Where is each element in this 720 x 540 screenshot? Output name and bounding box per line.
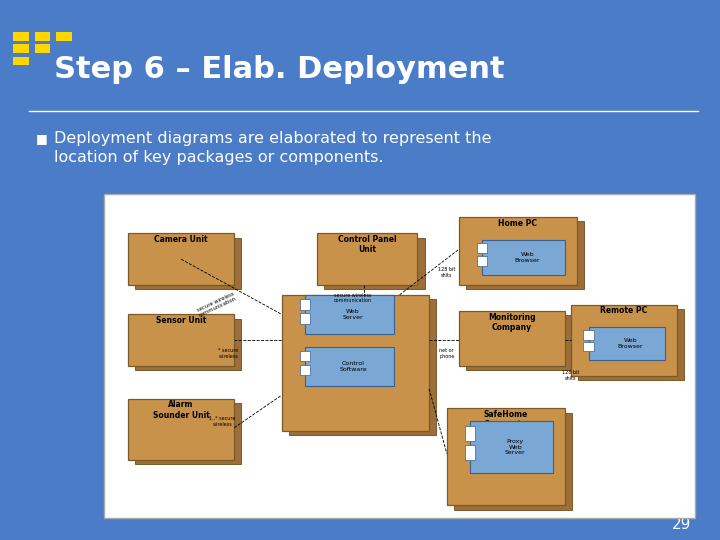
FancyBboxPatch shape: [35, 32, 50, 40]
FancyBboxPatch shape: [282, 295, 429, 431]
FancyBboxPatch shape: [305, 295, 394, 334]
FancyBboxPatch shape: [477, 256, 487, 266]
FancyBboxPatch shape: [583, 330, 593, 340]
FancyBboxPatch shape: [571, 305, 677, 376]
Text: ■: ■: [36, 132, 48, 145]
Text: Web
Browser: Web Browser: [514, 252, 540, 263]
Text: Alarm
Sounder Unit: Alarm Sounder Unit: [153, 400, 210, 420]
FancyBboxPatch shape: [13, 44, 29, 53]
FancyBboxPatch shape: [465, 445, 475, 460]
FancyBboxPatch shape: [13, 57, 29, 65]
Text: 29: 29: [672, 517, 691, 532]
Text: Step 6 – Elab. Deployment: Step 6 – Elab. Deployment: [54, 55, 505, 84]
Text: Control Panel
Unit: Control Panel Unit: [338, 235, 397, 254]
Text: Central Processor: Central Processor: [317, 296, 394, 306]
Text: net or
phone: net or phone: [439, 348, 454, 359]
Text: 1..* secure
wireless: 1..* secure wireless: [210, 416, 235, 427]
FancyBboxPatch shape: [466, 221, 584, 289]
FancyBboxPatch shape: [135, 319, 241, 370]
FancyBboxPatch shape: [305, 347, 394, 386]
Text: Camera Unit: Camera Unit: [154, 235, 208, 244]
Text: Proxy
Web
Server: Proxy Web Server: [505, 439, 526, 455]
FancyBboxPatch shape: [578, 309, 684, 380]
Text: Remote PC: Remote PC: [600, 306, 647, 315]
FancyBboxPatch shape: [465, 427, 475, 441]
FancyBboxPatch shape: [482, 240, 565, 275]
FancyBboxPatch shape: [56, 32, 72, 40]
Text: * secure
wireless: * secure wireless: [218, 348, 238, 359]
Text: Sensor Unit: Sensor Unit: [156, 316, 207, 325]
FancyBboxPatch shape: [300, 364, 310, 375]
FancyBboxPatch shape: [128, 233, 234, 285]
FancyBboxPatch shape: [35, 44, 50, 53]
Text: Web
Server: Web Server: [343, 309, 364, 320]
Text: 128 bit
shits: 128 bit shits: [562, 370, 580, 381]
FancyBboxPatch shape: [135, 238, 241, 289]
FancyBboxPatch shape: [466, 315, 572, 370]
FancyBboxPatch shape: [135, 403, 241, 464]
FancyBboxPatch shape: [289, 299, 436, 435]
Text: SafeHome
Corporate: SafeHome Corporate: [484, 410, 528, 429]
FancyBboxPatch shape: [459, 217, 577, 285]
FancyBboxPatch shape: [13, 32, 29, 40]
Text: Control
Software: Control Software: [339, 361, 366, 372]
Text: Home PC: Home PC: [498, 219, 537, 228]
FancyBboxPatch shape: [459, 311, 565, 366]
FancyBboxPatch shape: [588, 327, 665, 360]
FancyBboxPatch shape: [470, 421, 553, 473]
FancyBboxPatch shape: [300, 350, 310, 361]
FancyBboxPatch shape: [317, 233, 418, 285]
FancyBboxPatch shape: [128, 314, 234, 366]
FancyBboxPatch shape: [447, 408, 565, 505]
Text: Monitoring
Company: Monitoring Company: [488, 313, 536, 332]
FancyBboxPatch shape: [300, 299, 310, 309]
Text: secure wireless
communication: secure wireless communication: [196, 291, 238, 318]
Text: Web
Browser: Web Browser: [618, 338, 643, 349]
FancyBboxPatch shape: [583, 342, 593, 351]
Text: 128 bit
shits: 128 bit shits: [438, 267, 456, 278]
FancyBboxPatch shape: [324, 238, 425, 289]
FancyBboxPatch shape: [300, 313, 310, 323]
Text: Deployment diagrams are elaborated to represent the
location of key packages or : Deployment diagrams are elaborated to re…: [54, 131, 492, 165]
Text: secure wireless
communication: secure wireless communication: [333, 293, 372, 303]
FancyBboxPatch shape: [477, 244, 487, 253]
FancyBboxPatch shape: [128, 399, 234, 460]
FancyBboxPatch shape: [454, 413, 572, 510]
FancyBboxPatch shape: [104, 194, 695, 518]
